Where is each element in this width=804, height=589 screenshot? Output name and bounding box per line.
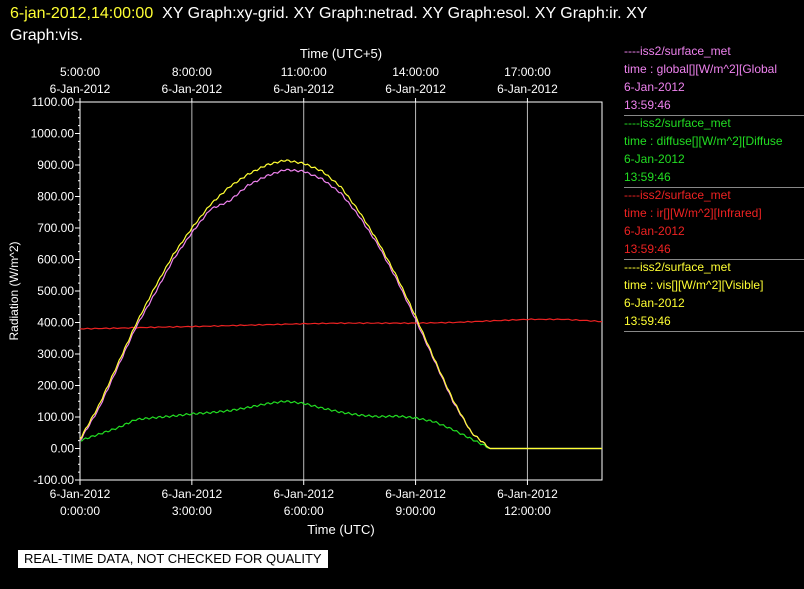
series-line-ir bbox=[79, 318, 603, 330]
plot-frame bbox=[79, 101, 603, 481]
x-tick-time: 12:00:00 bbox=[504, 504, 551, 518]
quality-banner: REAL-TIME DATA, NOT CHECKED FOR QUALITY bbox=[18, 550, 328, 568]
y-tick-label: 0.00 bbox=[51, 442, 75, 456]
legend-date: 6-Jan-2012 bbox=[624, 152, 685, 166]
y-tick-label: 100.00 bbox=[37, 410, 74, 424]
top-x-tick-date: 6-Jan-2012 bbox=[385, 82, 446, 96]
x-tick-date: 6-Jan-2012 bbox=[385, 487, 446, 501]
y-tick-label: 300.00 bbox=[37, 347, 74, 361]
x-tick-date: 6-Jan-2012 bbox=[161, 487, 222, 501]
legend-divider bbox=[624, 259, 804, 260]
y-tick-label: 500.00 bbox=[37, 284, 74, 298]
x-tick-time: 6:00:00 bbox=[284, 504, 324, 518]
legend-source: ----iss2/surface_met bbox=[624, 260, 731, 274]
graph-list: XY Graph:xy-grid. XY Graph:netrad. XY Gr… bbox=[162, 5, 648, 22]
x-tick-time: 0:00:00 bbox=[60, 504, 100, 518]
x-axis-label: Time (UTC) bbox=[307, 522, 374, 537]
graph-list-cont: Graph:vis. bbox=[10, 27, 83, 44]
x-tick-time: 3:00:00 bbox=[172, 504, 212, 518]
y-tick-label: 700.00 bbox=[37, 221, 74, 235]
legend-time: 13:59:46 bbox=[624, 98, 671, 112]
x-tick-time: 9:00:00 bbox=[396, 504, 436, 518]
top-x-tick-date: 6-Jan-2012 bbox=[161, 82, 222, 96]
legend-date: 6-Jan-2012 bbox=[624, 80, 685, 94]
y-tick-label: 600.00 bbox=[37, 253, 74, 267]
legend-time: 13:59:46 bbox=[624, 242, 671, 256]
x-tick-date: 6-Jan-2012 bbox=[273, 487, 334, 501]
y-tick-label: -100.00 bbox=[33, 473, 74, 487]
y-tick-label: 200.00 bbox=[37, 379, 74, 393]
y-axis-label: Radiation (W/m^2) bbox=[7, 242, 21, 341]
timestamp: 6-jan-2012,14:00:00 bbox=[10, 5, 154, 22]
legend-entry-vis: ----iss2/surface_met time : vis[][W/m^2]… bbox=[624, 258, 804, 330]
legend-entry-ir: ----iss2/surface_met time : ir[][W/m^2][… bbox=[624, 186, 804, 258]
legend-source: ----iss2/surface_met bbox=[624, 116, 731, 130]
legend-time: 13:59:46 bbox=[624, 170, 671, 184]
legend-source: ----iss2/surface_met bbox=[624, 44, 731, 58]
top-x-tick-time: 14:00:00 bbox=[392, 65, 439, 79]
series-line-vis bbox=[79, 159, 602, 450]
legend-date: 6-Jan-2012 bbox=[624, 296, 685, 310]
top-x-tick-time: 11:00:00 bbox=[281, 65, 327, 79]
legend-field: time : vis[][W/m^2][Visible] bbox=[624, 278, 764, 292]
legend-date: 6-Jan-2012 bbox=[624, 224, 685, 238]
legend-field: time : ir[][W/m^2][Infrared] bbox=[624, 206, 762, 220]
legend-divider bbox=[624, 331, 804, 332]
series-line-diffuse bbox=[79, 400, 602, 450]
y-tick-label: 800.00 bbox=[37, 190, 74, 204]
x-tick-date: 6-Jan-2012 bbox=[50, 487, 111, 501]
top-x-tick-date: 6-Jan-2012 bbox=[273, 82, 334, 96]
legend-divider bbox=[624, 187, 804, 188]
top-x-tick-date: 6-Jan-2012 bbox=[497, 82, 558, 96]
top-x-tick-time: 5:00:00 bbox=[60, 65, 100, 79]
series-line-global bbox=[79, 168, 602, 450]
legend-time: 13:59:46 bbox=[624, 314, 671, 328]
y-tick-label: 900.00 bbox=[37, 158, 74, 172]
x-tick-date: 6-Jan-2012 bbox=[497, 487, 558, 501]
top-x-axis-label: Time (UTC+5) bbox=[300, 46, 382, 61]
legend-source: ----iss2/surface_met bbox=[624, 188, 731, 202]
legend-divider bbox=[624, 115, 804, 116]
top-x-tick-time: 17:00:00 bbox=[504, 65, 551, 79]
y-tick-label: 400.00 bbox=[37, 316, 74, 330]
top-x-tick-time: 8:00:00 bbox=[172, 65, 212, 79]
legend-field: time : diffuse[][W/m^2][Diffuse bbox=[624, 134, 783, 148]
legend-field: time : global[][W/m^2][Global bbox=[624, 62, 778, 76]
y-tick-label: 1100.00 bbox=[32, 95, 75, 109]
top-x-tick-date: 6-Jan-2012 bbox=[50, 82, 111, 96]
legend-entry-diffuse: ----iss2/surface_met time : diffuse[][W/… bbox=[624, 114, 804, 186]
chart-header: 6-jan-2012,14:00:00 XY Graph:xy-grid. XY… bbox=[10, 3, 800, 47]
y-tick-label: 1000.00 bbox=[31, 127, 75, 141]
legend-entry-global: ----iss2/surface_met time : global[][W/m… bbox=[624, 42, 804, 114]
